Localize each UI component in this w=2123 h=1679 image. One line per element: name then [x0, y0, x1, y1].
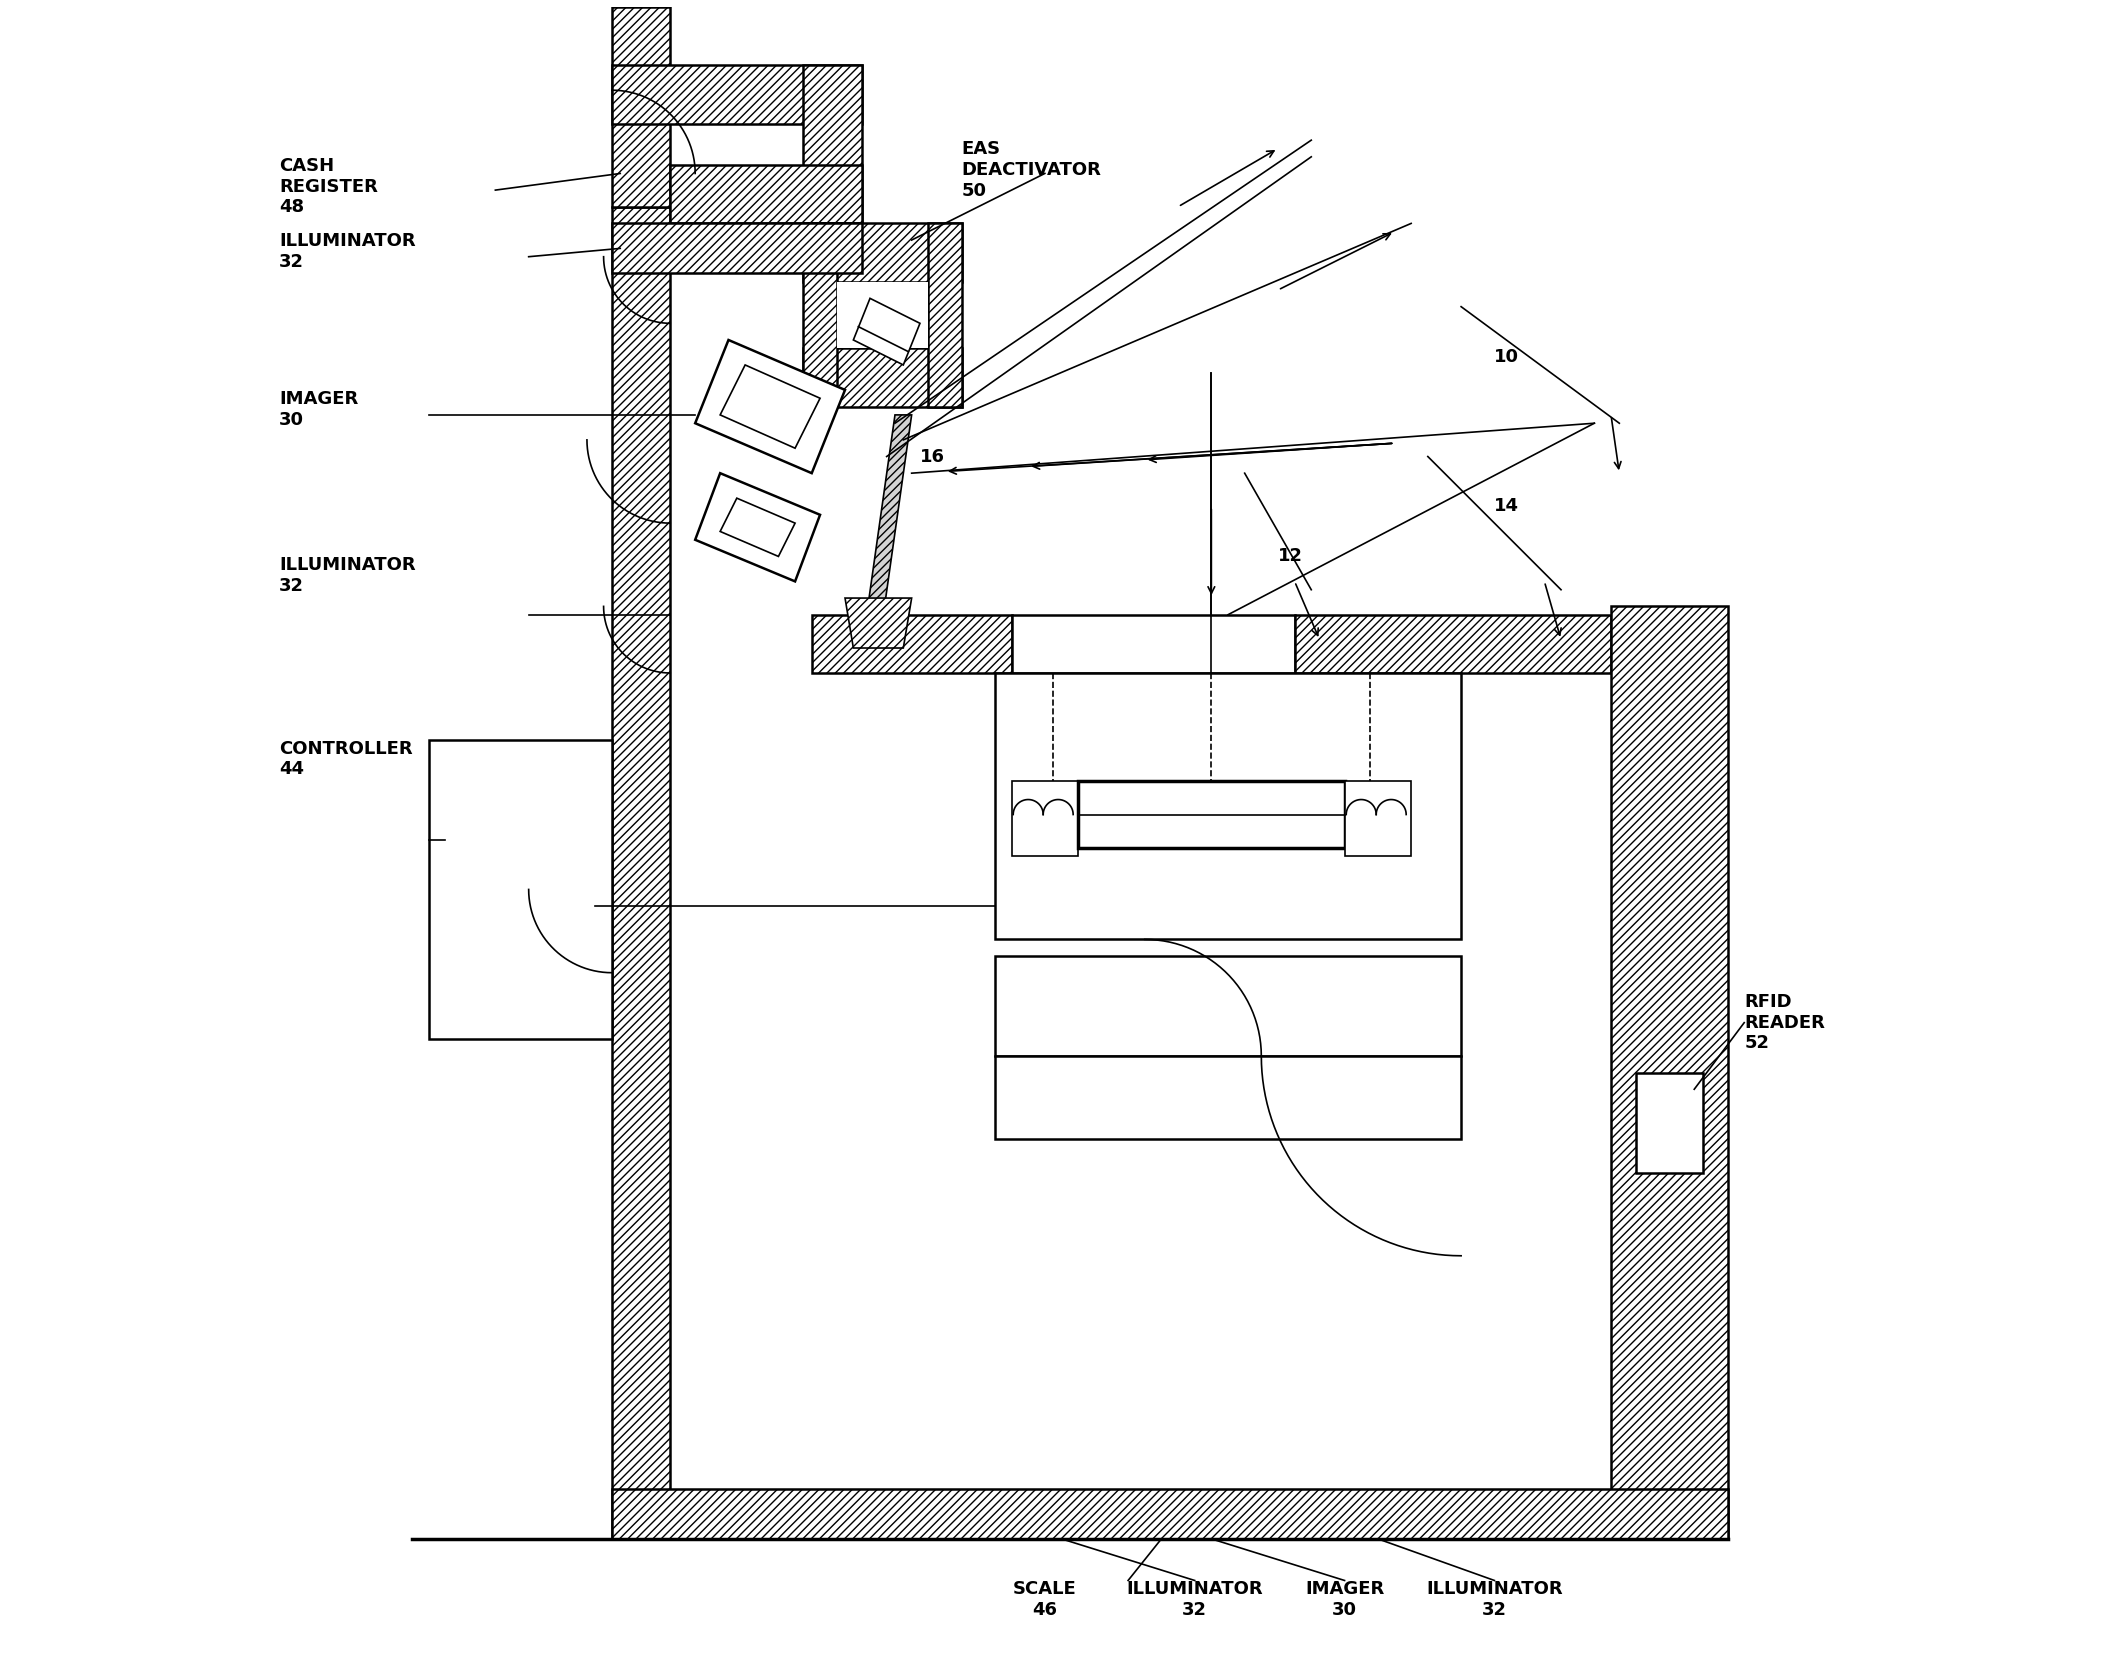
Polygon shape	[720, 499, 796, 556]
Bar	[811, 615, 1011, 673]
Polygon shape	[853, 299, 919, 364]
Text: ILLUMINATOR
32: ILLUMINATOR 32	[1427, 1580, 1563, 1619]
Polygon shape	[845, 598, 911, 648]
Bar	[671, 165, 862, 223]
Polygon shape	[694, 473, 819, 581]
Text: SCALE
46: SCALE 46	[1013, 1580, 1076, 1619]
Text: ILLUMINATOR
32: ILLUMINATOR 32	[1127, 1580, 1263, 1619]
Bar	[802, 223, 836, 406]
Bar	[996, 955, 1461, 1056]
Bar	[611, 65, 862, 124]
Bar	[1078, 781, 1344, 848]
Bar	[611, 223, 862, 274]
Text: RFID
READER
52: RFID READER 52	[1745, 992, 1826, 1053]
Bar	[1637, 1073, 1703, 1172]
Text: 12: 12	[1278, 547, 1304, 566]
Polygon shape	[866, 415, 911, 615]
Text: IMAGER
30: IMAGER 30	[1306, 1580, 1384, 1619]
Bar	[1611, 606, 1728, 1540]
Bar	[802, 223, 962, 282]
Polygon shape	[720, 364, 819, 448]
Text: CASH
REGISTER
48: CASH REGISTER 48	[278, 156, 378, 217]
Bar	[802, 65, 862, 223]
Bar	[429, 739, 611, 1039]
Bar	[1011, 781, 1078, 856]
Bar	[1344, 781, 1412, 856]
Text: 10: 10	[1495, 348, 1520, 366]
Text: ILLUMINATOR
32: ILLUMINATOR 32	[278, 232, 416, 270]
Bar	[611, 1489, 1728, 1540]
Bar	[611, 207, 671, 1540]
Bar	[1011, 615, 1295, 673]
Bar	[996, 1056, 1461, 1140]
Bar	[996, 673, 1461, 940]
Text: 14: 14	[1495, 497, 1520, 515]
Polygon shape	[694, 339, 845, 473]
Bar	[802, 348, 962, 406]
Bar	[928, 223, 962, 406]
Bar	[836, 282, 928, 348]
Text: ILLUMINATOR
32: ILLUMINATOR 32	[278, 556, 416, 596]
Text: EAS
DEACTIVATOR
50: EAS DEACTIVATOR 50	[962, 139, 1102, 200]
Bar	[611, 7, 671, 207]
Bar	[1295, 615, 1611, 673]
Text: CONTROLLER
44: CONTROLLER 44	[278, 739, 412, 779]
Text: 16: 16	[919, 448, 945, 465]
Text: IMAGER
30: IMAGER 30	[278, 390, 359, 428]
